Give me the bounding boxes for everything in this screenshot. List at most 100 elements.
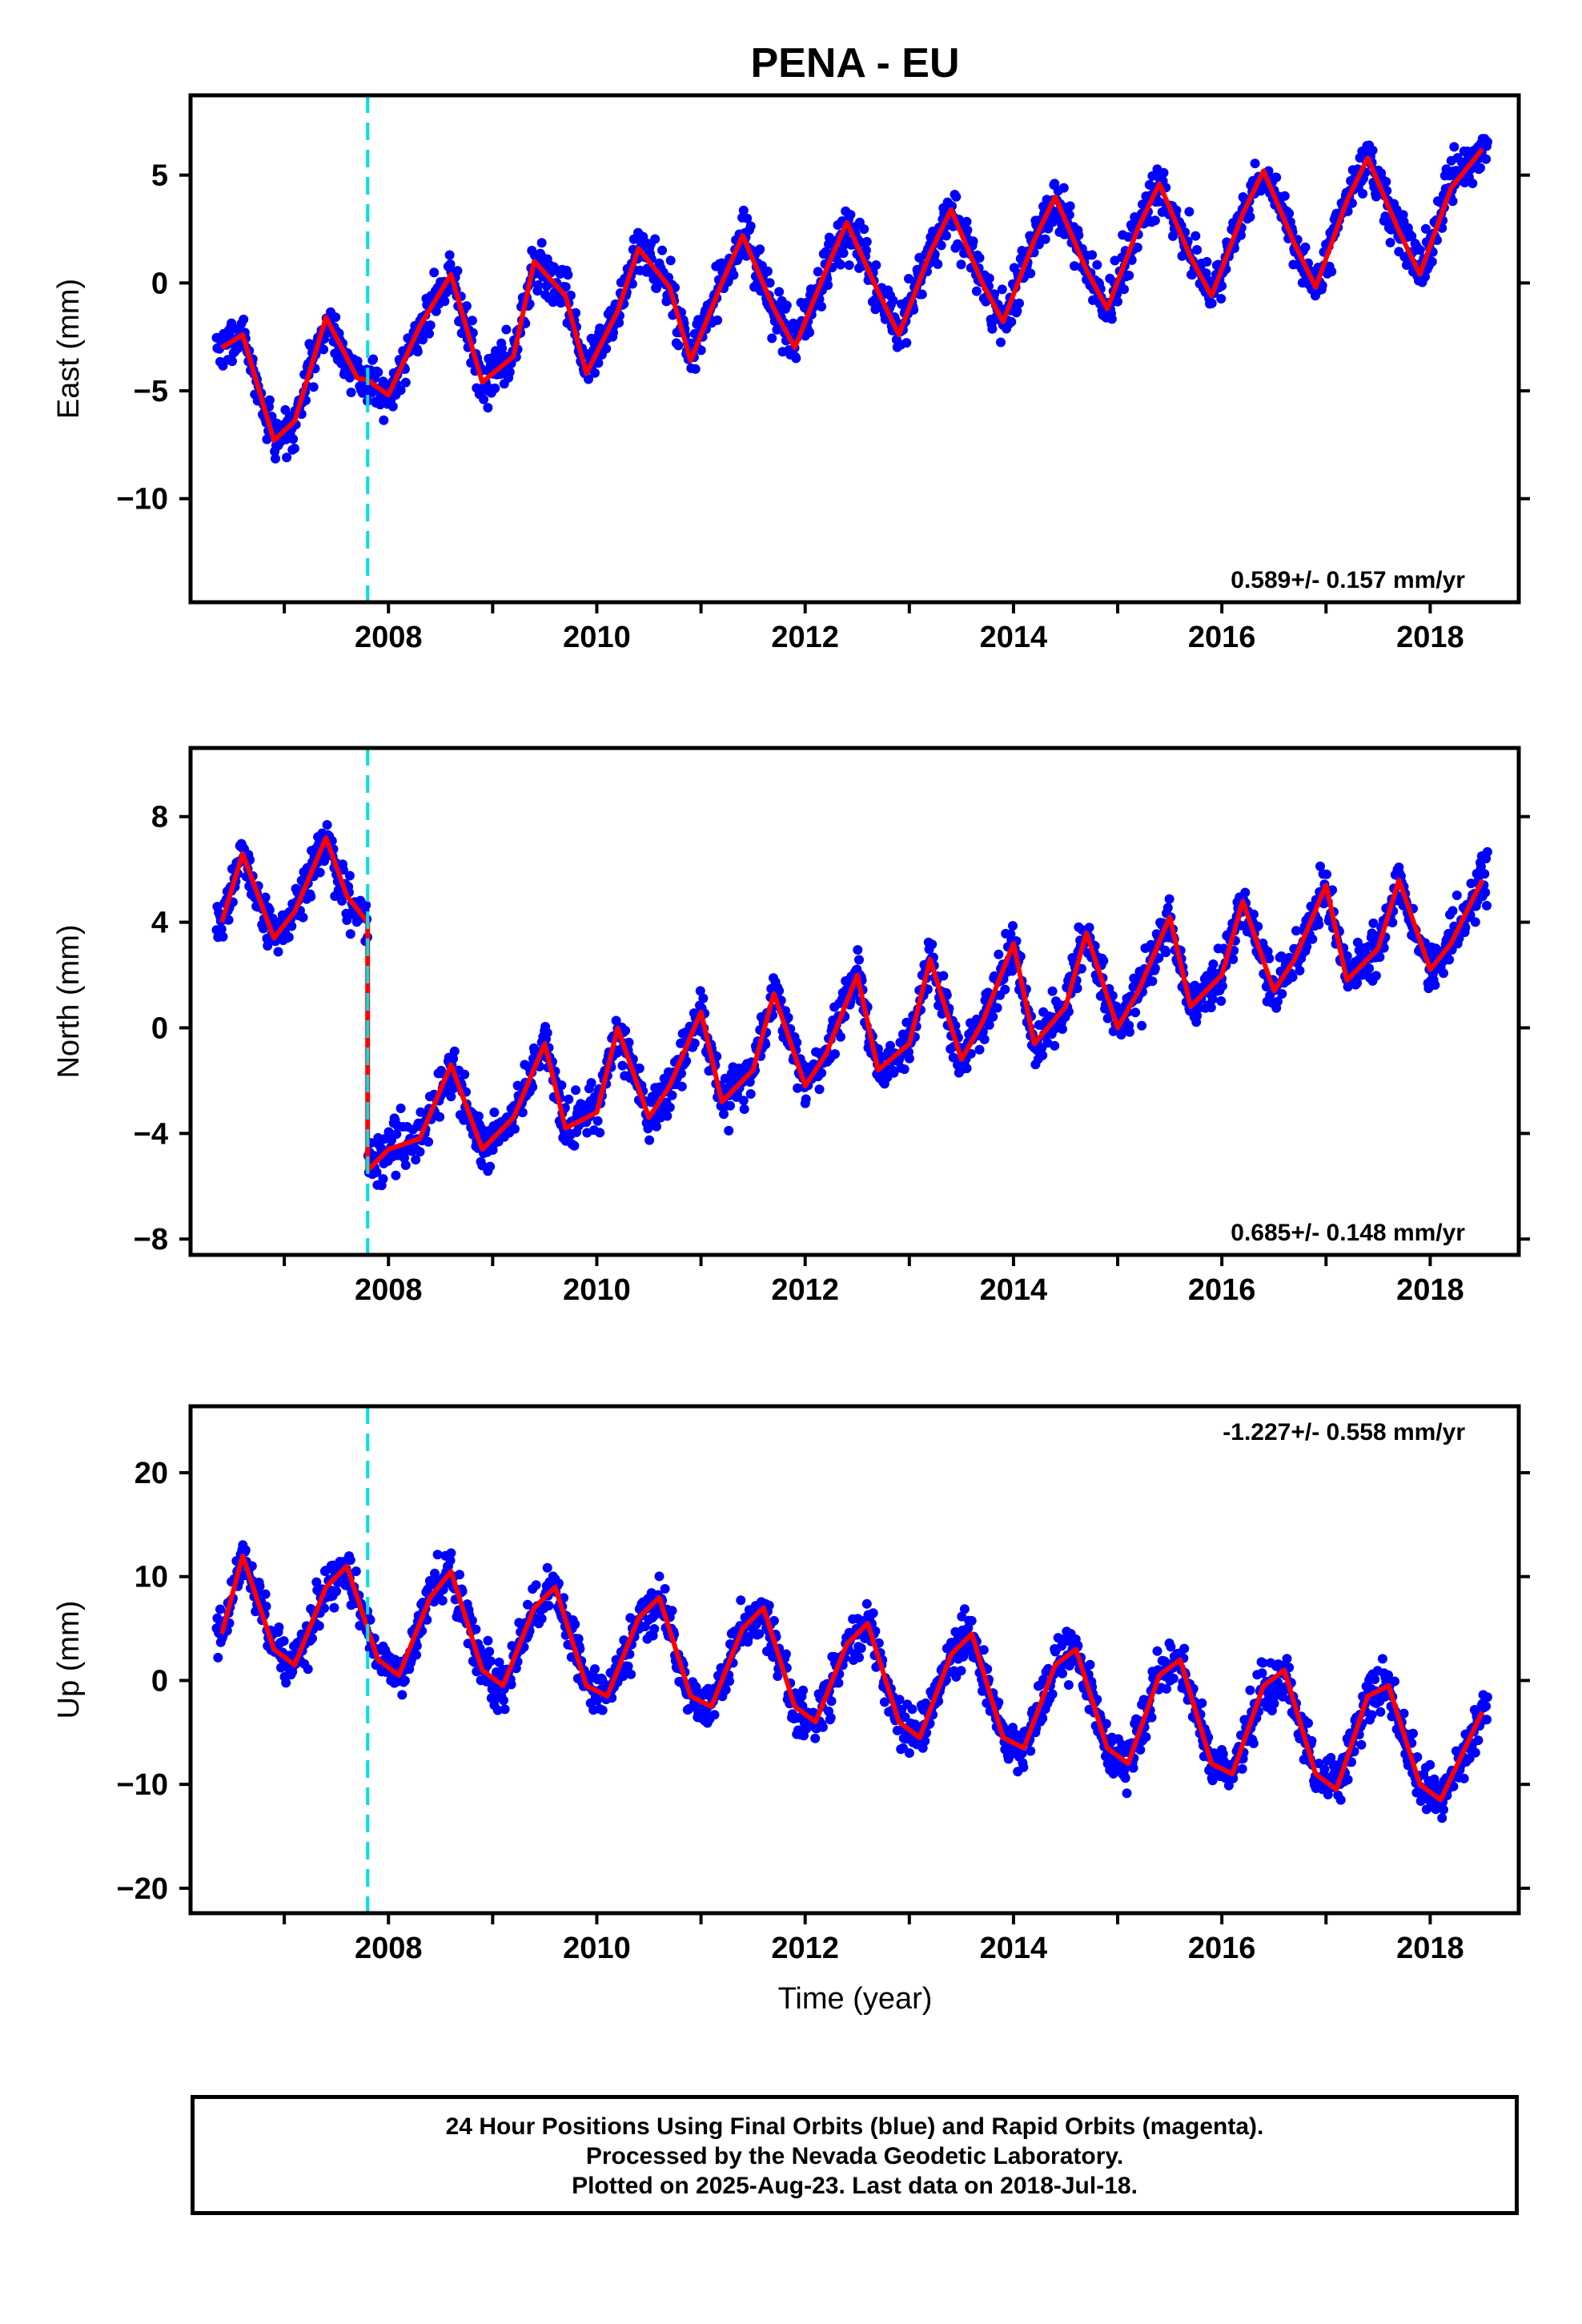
y-tick-label: 0 <box>151 267 168 300</box>
observation-point <box>724 1125 734 1136</box>
observation-point <box>1058 1024 1067 1034</box>
observation-point <box>698 993 709 1003</box>
observation-point <box>1264 953 1275 963</box>
observation-point <box>601 344 612 354</box>
observation-point <box>677 1081 687 1092</box>
observation-point <box>467 316 477 326</box>
observation-point <box>713 315 723 325</box>
observation-point <box>859 224 869 235</box>
observation-point <box>974 253 985 263</box>
observations-north <box>211 820 1492 1191</box>
observation-point <box>962 225 973 235</box>
observation-point <box>1154 953 1164 963</box>
observation-point <box>1287 972 1298 983</box>
observation-point <box>424 328 434 339</box>
observation-point <box>570 1619 580 1630</box>
observation-point <box>1300 242 1311 252</box>
observation-point <box>1295 966 1305 975</box>
observation-point <box>833 1678 844 1688</box>
observation-point <box>650 234 661 244</box>
observation-point <box>536 238 547 248</box>
observation-point <box>500 1704 510 1715</box>
observation-point <box>488 1145 498 1155</box>
observation-point <box>346 388 356 397</box>
observation-point <box>1141 1732 1151 1742</box>
observation-point <box>373 367 383 377</box>
observation-point <box>282 452 292 463</box>
observation-point <box>400 1153 409 1163</box>
observation-point <box>1150 963 1160 974</box>
observation-point <box>396 1104 406 1113</box>
chart-title: PENA - EU <box>751 40 960 86</box>
observation-point <box>854 955 864 965</box>
observation-point <box>1347 198 1357 208</box>
observation-point <box>667 1090 677 1100</box>
observation-point <box>1132 243 1142 252</box>
observation-point <box>1380 211 1391 222</box>
observation-point <box>1367 145 1378 155</box>
observation-point <box>624 1037 634 1047</box>
observation-point <box>467 1615 477 1626</box>
observation-point <box>239 314 249 324</box>
observations-east <box>211 134 1492 464</box>
observation-point <box>901 1017 912 1027</box>
observation-point <box>805 328 815 338</box>
observation-point <box>1420 223 1431 234</box>
observation-point <box>218 931 228 942</box>
observation-point <box>396 385 406 396</box>
observation-point <box>308 382 319 392</box>
observation-point <box>994 1697 1004 1707</box>
observation-point <box>652 1121 661 1132</box>
observation-point <box>861 1598 872 1609</box>
observation-point <box>444 250 455 260</box>
observation-point <box>813 267 823 277</box>
observation-point <box>719 1109 729 1120</box>
observation-point <box>1113 296 1122 307</box>
observation-point <box>483 403 493 413</box>
observation-point <box>845 210 856 220</box>
observation-point <box>1164 894 1174 904</box>
observation-point <box>1084 923 1094 933</box>
observation-point <box>836 259 845 270</box>
observation-point <box>595 1128 605 1138</box>
observation-point <box>287 921 297 931</box>
observation-point <box>755 244 765 255</box>
observation-point <box>455 1570 464 1580</box>
observation-point <box>412 1650 421 1660</box>
observation-point <box>856 1643 866 1654</box>
observation-point <box>351 1566 361 1577</box>
observation-point <box>1128 1763 1138 1773</box>
observation-point <box>953 239 962 249</box>
observation-point <box>652 283 661 293</box>
observation-point <box>544 1601 554 1610</box>
observation-point <box>1047 1689 1058 1699</box>
observation-point <box>1468 179 1478 188</box>
observation-point <box>987 324 998 334</box>
observation-point <box>725 1100 735 1111</box>
observation-point <box>988 1011 998 1022</box>
observation-point <box>260 1589 271 1599</box>
observation-point <box>1352 978 1363 988</box>
observation-point <box>618 1671 628 1681</box>
observation-point <box>1162 903 1173 913</box>
observation-point <box>792 1037 802 1047</box>
y-tick-label: −8 <box>134 1223 168 1256</box>
observation-point <box>662 1111 673 1121</box>
observation-point <box>425 320 436 331</box>
observation-point <box>830 1049 840 1059</box>
observation-point <box>814 1084 825 1095</box>
x-tick-label: 2008 <box>355 621 423 654</box>
observation-point <box>825 1713 836 1723</box>
observation-point <box>533 280 544 290</box>
observation-point <box>769 1615 779 1626</box>
observation-point <box>677 1068 686 1079</box>
observation-point <box>1216 996 1227 1006</box>
observation-point <box>429 267 440 278</box>
observation-point <box>904 1053 914 1063</box>
observations-up <box>211 1540 1492 1823</box>
observation-point <box>371 1167 382 1177</box>
observation-point <box>216 924 227 935</box>
observation-point <box>1449 142 1460 152</box>
